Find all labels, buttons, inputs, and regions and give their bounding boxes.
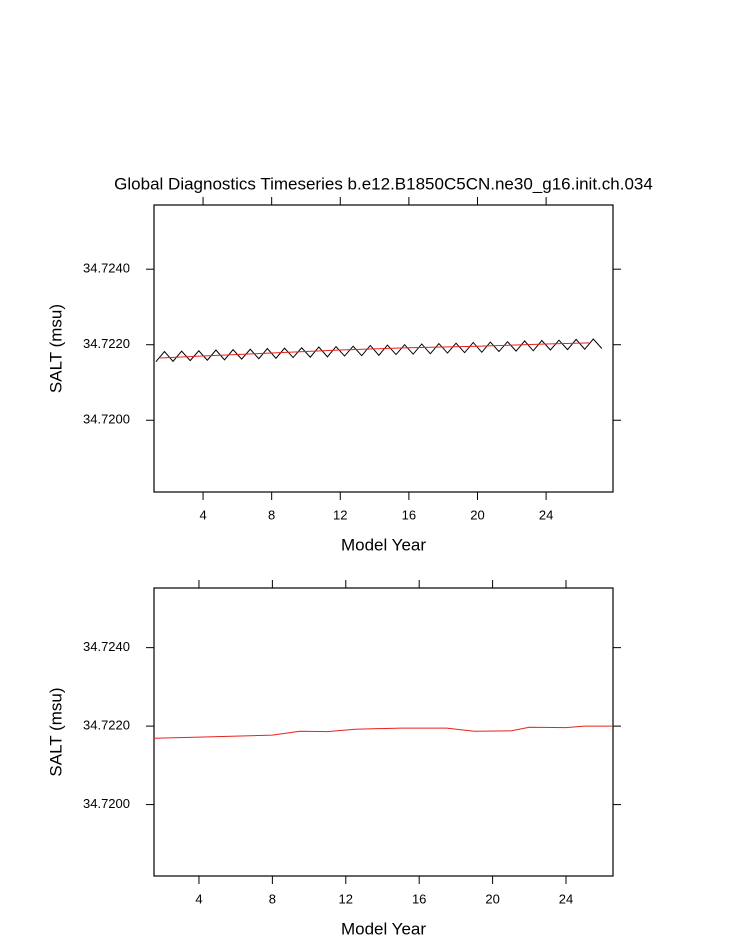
x-tick-label: 24 [559, 891, 573, 906]
y-axis-label: SALT (msu) [46, 687, 65, 776]
data-line [153, 725, 612, 739]
y-tick-label: 34.7200 [83, 412, 130, 427]
y-tick-label: 34.7220 [83, 336, 130, 351]
y-tick-label: 34.7200 [83, 796, 130, 811]
x-tick-label: 8 [269, 891, 276, 906]
y-tick-label: 34.7220 [83, 718, 130, 733]
x-tick-label: 24 [539, 507, 553, 522]
chart-title: Global Diagnostics Timeseries b.e12.B185… [114, 174, 653, 193]
x-tick-label: 12 [339, 891, 353, 906]
plot-frame [153, 587, 614, 877]
x-axis-label: Model Year [341, 919, 426, 938]
x-tick-label: 16 [402, 507, 416, 522]
x-axis-label: Model Year [341, 535, 426, 554]
x-tick-label: 4 [199, 507, 206, 522]
x-tick-label: 20 [470, 507, 484, 522]
y-tick-label: 34.7240 [83, 261, 130, 276]
data-line [160, 342, 590, 359]
x-tick-label: 4 [195, 891, 202, 906]
data-line [155, 338, 603, 363]
y-tick-label: 34.7240 [83, 639, 130, 654]
y-axis-label: SALT (msu) [46, 304, 65, 393]
x-tick-label: 16 [412, 891, 426, 906]
x-tick-label: 8 [268, 507, 275, 522]
x-tick-label: 20 [485, 891, 499, 906]
x-tick-label: 12 [333, 507, 347, 522]
plot-frame [153, 204, 614, 493]
